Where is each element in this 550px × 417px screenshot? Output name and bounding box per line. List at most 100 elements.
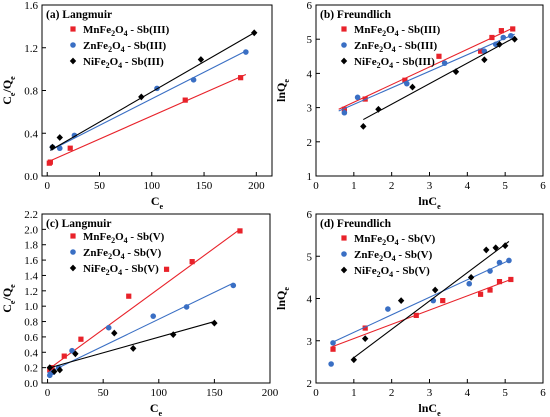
data-point (69, 347, 75, 354)
x-axis-label: lnCe (418, 401, 441, 417)
x-tick-label: 4 (465, 387, 471, 399)
y-tick-label: 1.4 (24, 270, 38, 282)
x-tick-label: 0 (313, 180, 319, 192)
y-tick-label: 1.6 (24, 0, 38, 12)
legend-label-mid: O (115, 231, 124, 243)
legend: MnFe2O4 - Sb(III)ZnFe2O4 - Sb(III)NiFe2O… (340, 24, 441, 70)
x-tick-label: 5 (502, 387, 508, 399)
y-axis-label-subscript: e (8, 300, 17, 304)
legend-label: NiFe2O4 - Sb(III) (83, 56, 164, 70)
y-tick-label: 0.0 (24, 171, 38, 183)
y-tick-label: 0.0 (24, 378, 38, 390)
y-axis-label-subscript: e (282, 79, 291, 83)
legend-label-subscript: 4 (392, 254, 396, 263)
y-axis-label-base: lnQ (274, 291, 288, 310)
x-tick-label: 6 (540, 180, 546, 192)
data-point (243, 49, 249, 55)
legend-label-mid: O (110, 263, 119, 275)
legend-label-mid: O (386, 233, 395, 245)
x-tick-label: 150 (206, 387, 223, 399)
legend-label: NiFe2O4 - Sb(III) (354, 56, 435, 70)
legend-label-subscript: 2 (379, 254, 383, 263)
legend-marker (69, 264, 77, 272)
plot-frame (41, 213, 271, 384)
data-point (375, 105, 382, 113)
x-axis-label-base: lnC (418, 194, 437, 208)
x-tick-label: 200 (248, 180, 265, 192)
y-axis-label: Ce/Qe (0, 76, 17, 105)
legend-label-mid: O (383, 249, 392, 261)
fit-line (330, 278, 512, 348)
y-axis-label-mid: /Q (0, 80, 14, 94)
series-1 (330, 276, 514, 352)
y-tick-label: 0.2 (24, 363, 38, 375)
legend-marker (70, 26, 76, 32)
legend-label-base: MnFe (83, 231, 111, 243)
legend-label-subscript: 2 (108, 252, 112, 261)
y-tick-label: 1.6 (24, 255, 38, 267)
series-3 (49, 29, 258, 151)
legend-label-subscript: 2 (382, 29, 386, 38)
data-point (492, 244, 499, 252)
legend-label-base: ZnFe (354, 40, 379, 52)
legend-marker (70, 233, 76, 239)
data-point (385, 306, 391, 312)
x-tick-label: 5 (502, 180, 508, 192)
x-tick-label: 0 (313, 387, 319, 399)
legend-label-tail: - Sb(III) (399, 24, 441, 36)
data-point (362, 325, 368, 331)
data-point (467, 273, 475, 281)
data-point (46, 364, 53, 372)
data-point (163, 266, 170, 272)
legend-label-subscript: 2 (377, 61, 381, 70)
data-point (182, 97, 188, 103)
legend-label: ZnFe2O4 - Sb(III) (354, 40, 438, 54)
x-tick-label: 50 (94, 180, 106, 192)
data-point (78, 336, 84, 342)
legend-label: NiFe2O4 - Sb(V) (354, 265, 430, 279)
data-point (251, 29, 258, 37)
legend-label-base: ZnFe (354, 249, 379, 261)
legend-label-tail: - Sb(V) (393, 265, 430, 277)
legend-label-subscript: 4 (395, 238, 399, 247)
legend-label-mid: O (383, 40, 392, 52)
data-point (126, 293, 132, 299)
x-tick-label: 0 (44, 180, 50, 192)
data-point (47, 159, 53, 165)
legend-label-subscript: 2 (111, 236, 115, 245)
fit-line (50, 32, 255, 151)
y-tick-label: 3 (307, 336, 313, 348)
legend-label-subscript: 4 (121, 252, 125, 261)
legend-label-tail: - Sb(III) (122, 56, 164, 68)
data-point (197, 56, 205, 63)
y-tick-label: 1.0 (24, 301, 38, 313)
legend-label-tail: - Sb(III) (393, 56, 435, 68)
data-point (466, 280, 473, 287)
data-point (481, 56, 488, 64)
y-tick-label: 2 (307, 137, 313, 149)
legend-label-subscript: 2 (382, 238, 386, 247)
legend-label: MnFe2O4 - Sb(III) (83, 24, 170, 38)
legend-label-subscript: 4 (118, 61, 122, 70)
data-point (431, 286, 439, 294)
legend-marker (340, 266, 348, 274)
data-point (238, 75, 244, 81)
legend-label: NiFe2O4 - Sb(V) (83, 263, 159, 277)
legend-marker (341, 235, 347, 241)
data-point (506, 257, 512, 264)
legend-marker (340, 57, 348, 65)
legend-label-mid: O (112, 40, 121, 52)
series-3 (46, 319, 218, 375)
fit-line (353, 241, 510, 359)
fit-line (338, 33, 515, 112)
data-point (330, 340, 336, 346)
y-tick-label: 0.8 (24, 317, 38, 329)
x-axis-label-base: lnC (418, 401, 437, 415)
data-point (354, 94, 361, 101)
legend-label-subscript: 4 (389, 270, 393, 279)
data-point (130, 345, 137, 352)
